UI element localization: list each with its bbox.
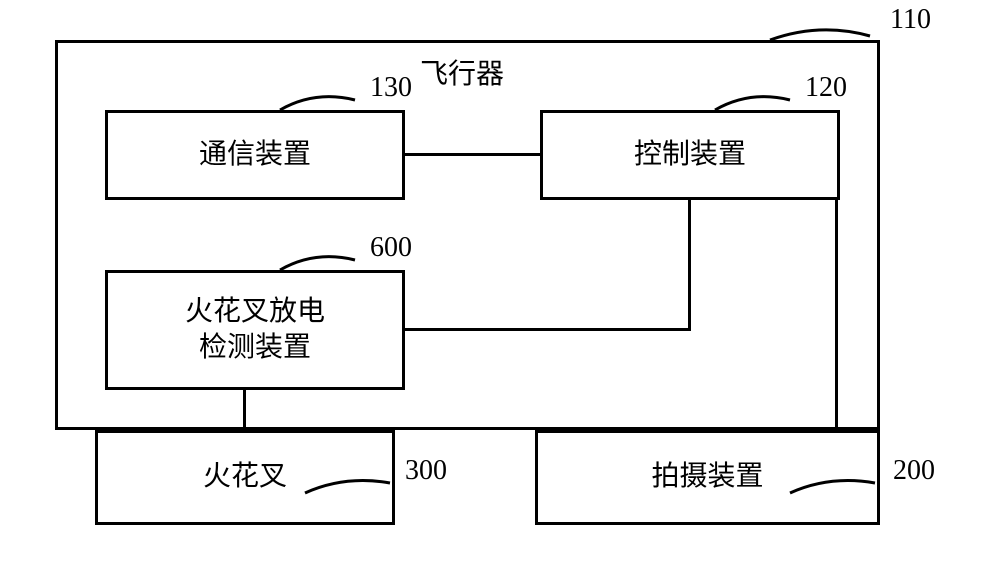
conn-600-120 — [405, 328, 691, 331]
block-diagram: 飞行器 110 通信装置 130 控制装置 120 火花叉放电 检测装置 600… — [0, 0, 1000, 580]
conn-600-300 — [243, 390, 246, 430]
leader-200 — [0, 0, 1000, 580]
conn-130-120 — [405, 153, 540, 156]
ref-200: 200 — [893, 455, 935, 487]
conn-120-down — [688, 200, 691, 330]
conn-120-200 — [835, 200, 838, 430]
